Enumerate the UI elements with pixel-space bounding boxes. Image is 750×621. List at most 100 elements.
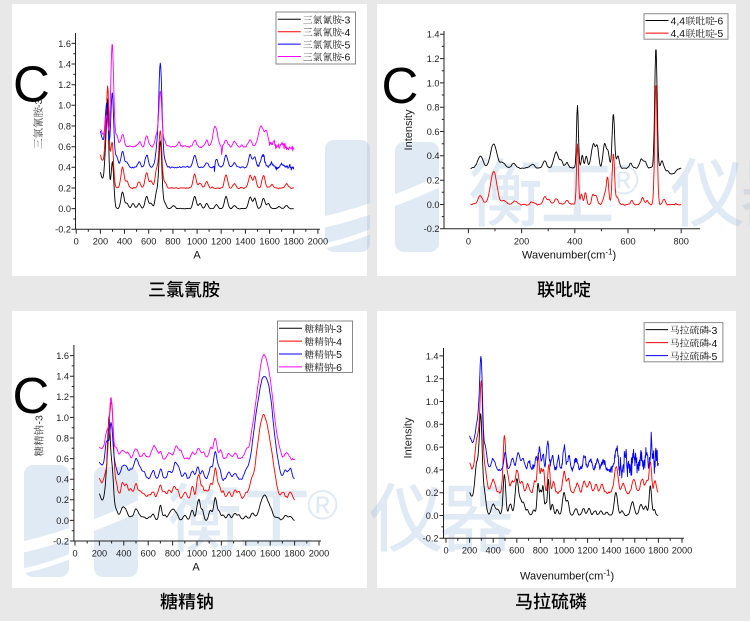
- svg-text:400: 400: [567, 237, 582, 247]
- svg-text:A: A: [193, 250, 201, 262]
- svg-text:-5: -5: [341, 39, 350, 51]
- svg-text:1600: 1600: [260, 549, 280, 559]
- svg-text:Intensity: Intensity: [403, 417, 415, 458]
- svg-text:0.8: 0.8: [426, 420, 439, 430]
- svg-text:1800: 1800: [284, 549, 304, 559]
- svg-text:0.6: 0.6: [427, 127, 440, 137]
- svg-text:-0.2: -0.2: [424, 224, 440, 234]
- svg-text:200: 200: [93, 237, 108, 247]
- svg-text:-6: -6: [341, 52, 350, 64]
- svg-text:1000: 1000: [187, 237, 207, 247]
- svg-text:0.0: 0.0: [426, 511, 439, 521]
- svg-text:1400: 1400: [235, 237, 255, 247]
- svg-text:0.8: 0.8: [427, 103, 440, 113]
- svg-text:0.2: 0.2: [58, 183, 71, 193]
- svg-text:-4: -4: [708, 338, 717, 350]
- svg-text:1.4: 1.4: [56, 372, 69, 382]
- svg-text:0: 0: [443, 546, 448, 556]
- svg-text:1600: 1600: [625, 546, 645, 556]
- svg-text:800: 800: [533, 546, 548, 556]
- svg-text:800: 800: [165, 237, 180, 247]
- svg-text:1.0: 1.0: [58, 101, 71, 111]
- svg-text:400: 400: [486, 546, 501, 556]
- svg-text:-5: -5: [708, 351, 717, 363]
- svg-text:1.4: 1.4: [427, 30, 440, 40]
- svg-text:®: ®: [307, 481, 338, 528]
- svg-text:A: A: [192, 562, 200, 574]
- svg-text:1400: 1400: [601, 546, 621, 556]
- svg-text:0.4: 0.4: [426, 465, 439, 475]
- svg-text:1200: 1200: [577, 546, 597, 556]
- svg-text:4,4: 4,4: [671, 28, 686, 40]
- svg-text:-4: -4: [333, 336, 342, 348]
- svg-text:1.0: 1.0: [427, 78, 440, 88]
- svg-text:0.0: 0.0: [56, 516, 69, 526]
- svg-text:0.0: 0.0: [58, 204, 71, 214]
- svg-text:2000: 2000: [309, 549, 329, 559]
- svg-text:400: 400: [117, 237, 132, 247]
- svg-text:1.2: 1.2: [56, 392, 69, 402]
- svg-text:C: C: [382, 57, 419, 114]
- svg-text:1.6: 1.6: [58, 39, 71, 49]
- svg-text:1800: 1800: [283, 237, 303, 247]
- svg-text:Intensity: Intensity: [403, 109, 415, 150]
- svg-text:1.4: 1.4: [426, 351, 439, 361]
- svg-text:0.0: 0.0: [427, 200, 440, 210]
- svg-text:1.2: 1.2: [427, 54, 440, 64]
- svg-text:0.6: 0.6: [56, 454, 69, 464]
- svg-text:-3: -3: [34, 415, 46, 424]
- svg-text:1.0: 1.0: [426, 397, 439, 407]
- svg-text:C: C: [13, 56, 50, 113]
- svg-text:0.2: 0.2: [427, 176, 440, 186]
- svg-text:600: 600: [509, 546, 524, 556]
- svg-text:®: ®: [608, 156, 639, 203]
- svg-text:0.4: 0.4: [56, 475, 69, 485]
- svg-text:0.8: 0.8: [58, 121, 71, 131]
- svg-text:1800: 1800: [648, 546, 668, 556]
- svg-text:600: 600: [141, 549, 156, 559]
- svg-text:-6: -6: [714, 16, 723, 28]
- svg-text:0.4: 0.4: [58, 163, 71, 173]
- svg-text:-3: -3: [333, 323, 342, 335]
- svg-text:1000: 1000: [554, 546, 574, 556]
- svg-text:800: 800: [165, 549, 180, 559]
- svg-text:0.8: 0.8: [56, 433, 69, 443]
- svg-text:-3: -3: [33, 99, 45, 108]
- svg-text:2000: 2000: [308, 237, 328, 247]
- svg-text:1200: 1200: [211, 549, 231, 559]
- svg-text:1200: 1200: [211, 237, 231, 247]
- svg-text:Wavenumber(cm-1): Wavenumber(cm-1): [520, 569, 614, 583]
- svg-text:400: 400: [116, 549, 131, 559]
- svg-text:800: 800: [674, 237, 689, 247]
- svg-text:1.6: 1.6: [56, 351, 69, 361]
- svg-text:-0.2: -0.2: [53, 536, 69, 546]
- svg-text:Wavenumber(cm-1): Wavenumber(cm-1): [522, 248, 616, 262]
- svg-text:200: 200: [92, 549, 107, 559]
- svg-text:-0.2: -0.2: [423, 534, 439, 544]
- svg-text:0.2: 0.2: [426, 488, 439, 498]
- svg-text:0: 0: [72, 549, 77, 559]
- svg-text:1.4: 1.4: [58, 59, 71, 69]
- svg-text:200: 200: [462, 546, 477, 556]
- svg-text:0.6: 0.6: [58, 142, 71, 152]
- svg-text:2000: 2000: [672, 546, 692, 556]
- svg-text:0: 0: [74, 237, 79, 247]
- svg-text:1.2: 1.2: [426, 374, 439, 384]
- svg-text:0: 0: [466, 237, 471, 247]
- svg-text:-4: -4: [341, 27, 350, 39]
- svg-text:-3: -3: [708, 325, 717, 337]
- svg-text:-0.2: -0.2: [55, 225, 71, 235]
- svg-text:-5: -5: [333, 349, 342, 361]
- svg-text:-3: -3: [341, 15, 350, 27]
- svg-text:0.4: 0.4: [427, 151, 440, 161]
- svg-text:0.6: 0.6: [426, 443, 439, 453]
- svg-text:1600: 1600: [259, 237, 279, 247]
- svg-text:C: C: [13, 367, 50, 424]
- svg-text:600: 600: [620, 237, 635, 247]
- svg-text:600: 600: [141, 237, 156, 247]
- svg-text:-6: -6: [333, 362, 342, 374]
- svg-text:-5: -5: [714, 28, 723, 40]
- svg-text:1.0: 1.0: [56, 413, 69, 423]
- svg-text:1000: 1000: [187, 549, 207, 559]
- svg-text:4,4: 4,4: [671, 16, 686, 28]
